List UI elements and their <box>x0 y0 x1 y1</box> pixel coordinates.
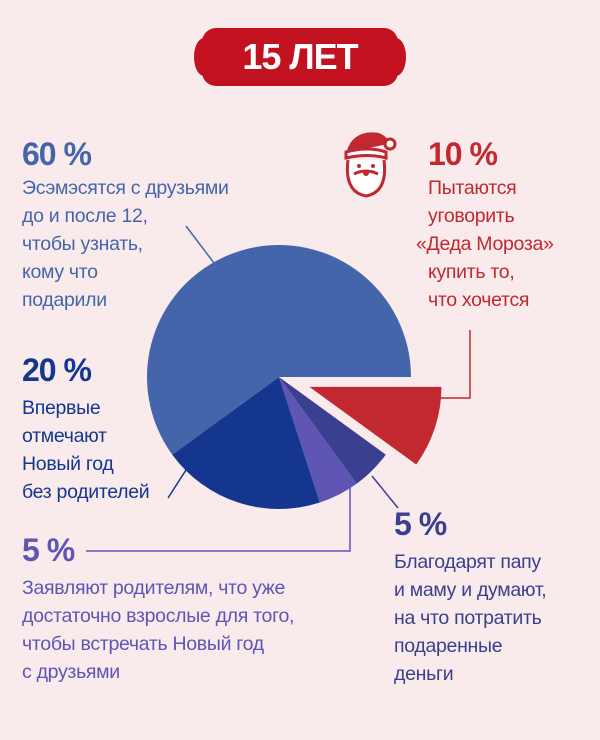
text-line: Впервые <box>22 397 101 419</box>
label-10-percent: 10 % <box>428 136 498 172</box>
pie-slice-60-4 <box>147 245 412 455</box>
text-line: купить то, <box>428 261 515 283</box>
santa-claus-icon <box>344 132 397 198</box>
label-5b-text: Благодарят папу и маму и думают, на что … <box>394 548 547 688</box>
pie-slice-5-1 <box>279 377 386 484</box>
text-line: деньги <box>394 663 454 685</box>
label-5a-text: Заявляют родителям, что уже достаточно в… <box>22 574 294 686</box>
text-line: Эсэмэсятся с друзьями <box>22 177 229 199</box>
text-line: чтобы узнать, <box>22 233 143 255</box>
leader-line-5a <box>86 486 351 552</box>
text-line: достаточно взрослые для того, <box>22 605 295 627</box>
text-line: Пытаются <box>428 177 517 199</box>
label-60-text: Эсэмэсятся с друзьями до и после 12, что… <box>22 174 229 314</box>
leader-line-5b <box>371 475 399 509</box>
label-5a-percent: 5 % <box>22 532 75 568</box>
pie-slice-5-2 <box>279 377 357 503</box>
pie-slice-10-0 <box>309 386 442 465</box>
text-line: отмечают <box>22 425 107 447</box>
title-badge: 15 ЛЕТ <box>194 28 406 86</box>
text-line: подаренные <box>394 635 503 657</box>
label-20-text: Впервые отмечают Новый год без родителей <box>22 394 150 506</box>
text-line: чтобы встречать Новый год <box>22 633 264 655</box>
leader-line-60 <box>185 225 215 264</box>
text-line: кому что <box>22 261 98 283</box>
label-60-percent: 60 % <box>22 136 92 172</box>
text-line: «Деда Мороза» <box>416 233 554 255</box>
text-line: подарили <box>22 289 107 311</box>
text-line: Заявляют родителям, что уже <box>22 577 286 599</box>
text-line: Новый год <box>22 453 114 475</box>
text-line: уговорить <box>428 205 515 227</box>
label-5b-percent: 5 % <box>394 506 447 542</box>
pie-slice-20-3 <box>172 377 320 509</box>
text-line: и маму и думают, <box>394 579 547 601</box>
leader-line-10 <box>440 330 471 399</box>
label-20-percent: 20 % <box>22 352 92 388</box>
label-10-text: Пытаются уговорить «Деда Мороза» купить … <box>416 174 554 314</box>
text-line: на что потратить <box>394 607 542 629</box>
text-line: до и после 12, <box>22 205 148 227</box>
leader-lines <box>86 225 471 552</box>
text-line: с друзьями <box>22 661 120 683</box>
text-line: что хочется <box>428 289 530 311</box>
text-line: Благодарят папу <box>394 551 541 573</box>
leader-line-20 <box>167 469 187 499</box>
text-line: без родителей <box>22 481 150 503</box>
